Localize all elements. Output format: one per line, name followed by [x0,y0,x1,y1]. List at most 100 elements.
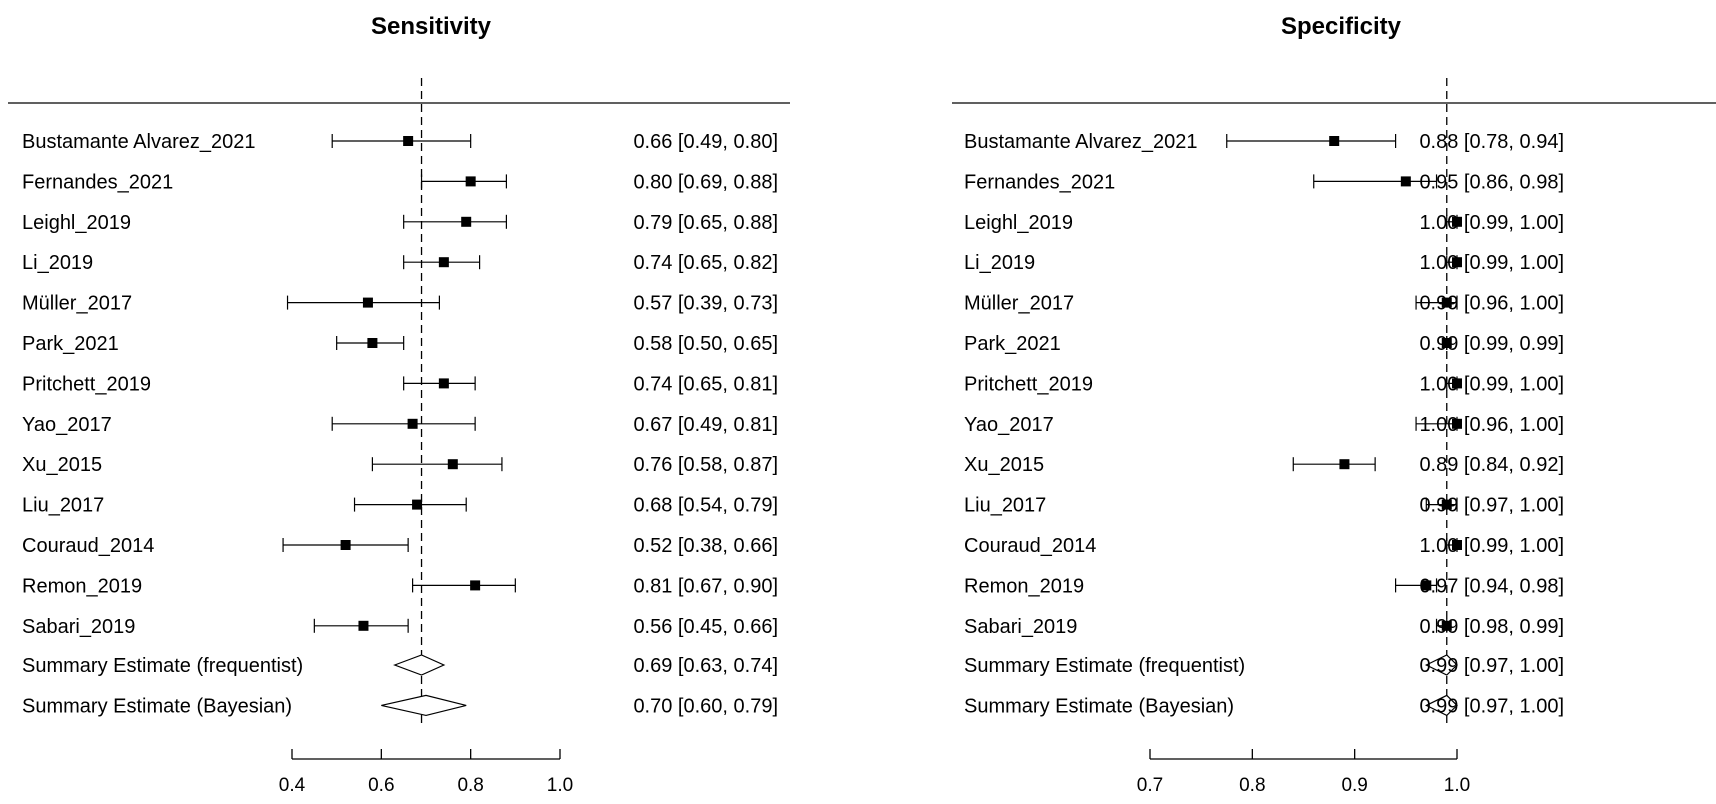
sensitivity-study-label: Bustamante Alvarez_2021 [22,131,256,153]
specificity-point-estimate [1441,499,1452,510]
specificity-point-estimate [1421,580,1432,591]
specificity-summary-label: Summary Estimate (Bayesian) [964,695,1234,717]
specificity-ci-text: 1.00 [0.99, 1.00] [1419,535,1564,557]
specificity-point-estimate [1400,176,1411,187]
specificity-ci-text: 0.99 [0.97, 1.00] [1419,655,1564,677]
sensitivity-study-label: Yao_2017 [22,414,112,436]
sensitivity-ci-text: 0.69 [0.63, 0.74] [633,655,778,677]
specificity-summary-diamond [1424,694,1458,717]
sensitivity-study-label: Fernandes_2021 [22,171,173,193]
specificity-x-tick-label: 0.7 [1137,775,1163,796]
specificity-point-estimate [1441,297,1452,308]
sensitivity-point-estimate [465,176,476,187]
specificity-study-label: Bustamante Alvarez_2021 [964,131,1198,153]
sensitivity-ci-text: 0.76 [0.58, 0.87] [633,454,778,476]
specificity-ci-text: 1.00 [0.99, 1.00] [1419,212,1564,234]
sensitivity-study-label: Leighl_2019 [22,212,131,234]
sensitivity-ci-text: 0.56 [0.45, 0.66] [633,616,778,638]
specificity-ci-text: 0.97 [0.94, 0.98] [1419,575,1564,597]
specificity-ci-text: 0.99 [0.97, 1.00] [1419,695,1564,717]
sensitivity-x-tick-label: 1.0 [547,775,573,796]
sensitivity-ci-text: 0.70 [0.60, 0.79] [633,695,778,717]
sensitivity-title: Sensitivity [371,13,492,40]
sensitivity-ci-text: 0.57 [0.39, 0.73] [633,293,778,315]
sensitivity-x-tick-label: 0.6 [368,775,394,796]
sensitivity-point-estimate [358,620,369,631]
sensitivity-point-estimate [362,297,373,308]
specificity-ci-text: 1.00 [0.99, 1.00] [1419,373,1564,395]
sensitivity-ci-text: 0.52 [0.38, 0.66] [633,535,778,557]
sensitivity-point-estimate [340,540,351,550]
sensitivity-point-estimate [367,338,378,348]
sensitivity-point-estimate [438,257,449,268]
specificity-point-estimate [1441,338,1452,348]
specificity-summary-diamond [1424,654,1458,676]
specificity-study-label: Xu_2015 [964,454,1044,476]
specificity-ci-text: 0.99 [0.98, 0.99] [1419,616,1564,638]
sensitivity-study-label: Couraud_2014 [22,535,154,557]
specificity-ci-text: 0.99 [0.96, 1.00] [1419,293,1564,315]
specificity-point-estimate [1441,620,1452,631]
specificity-study-label: Fernandes_2021 [964,171,1115,193]
specificity-ci-text: 0.95 [0.86, 0.98] [1419,171,1564,193]
sensitivity-ci-text: 0.74 [0.65, 0.82] [633,252,778,274]
sensitivity-ci-text: 0.67 [0.49, 0.81] [633,414,778,436]
specificity-point-estimate [1452,257,1462,268]
specificity-study-label: Leighl_2019 [964,212,1073,234]
specificity-x-tick-label: 0.8 [1239,775,1265,796]
sensitivity-point-estimate [447,459,458,470]
specificity-study-label: Yao_2017 [964,414,1054,436]
specificity-study-label: Sabari_2019 [964,616,1077,638]
specificity-x-tick-label: 1.0 [1444,775,1470,796]
specificity-point-estimate [1339,459,1350,470]
specificity-ci-text: 0.99 [0.97, 1.00] [1419,495,1564,517]
sensitivity-point-estimate [407,418,418,429]
sensitivity-study-label: Li_2019 [22,252,93,274]
sensitivity-ci-text: 0.68 [0.54, 0.79] [633,495,778,517]
specificity-study-label: Li_2019 [964,252,1035,274]
specificity-ci-text: 1.00 [0.96, 1.00] [1419,414,1564,436]
sensitivity-point-estimate [412,499,423,510]
sensitivity-study-label: Remon_2019 [22,575,142,597]
sensitivity-point-estimate [461,216,472,227]
sensitivity-study-label: Xu_2015 [22,454,102,476]
specificity-point-estimate [1452,540,1462,550]
sensitivity-x-tick-label: 0.8 [457,775,483,796]
specificity-ci-text: 1.00 [0.99, 1.00] [1419,252,1564,274]
specificity-point-estimate [1452,418,1462,429]
specificity-study-label: Pritchett_2019 [964,373,1093,395]
sensitivity-point-estimate [403,136,414,146]
sensitivity-point-estimate [438,378,449,389]
specificity-study-label: Park_2021 [964,333,1061,355]
sensitivity-ci-text: 0.74 [0.65, 0.81] [633,373,778,395]
sensitivity-summary-diamond [393,654,446,676]
specificity-study-label: Remon_2019 [964,575,1084,597]
specificity-ci-text: 0.99 [0.99, 0.99] [1419,333,1564,355]
specificity-x-tick-label: 0.9 [1341,775,1367,796]
sensitivity-x-tick-label: 0.4 [279,775,306,796]
sensitivity-ci-text: 0.80 [0.69, 0.88] [633,171,778,193]
specificity-ci-text: 0.89 [0.84, 0.92] [1419,454,1564,476]
sensitivity-study-label: Müller_2017 [22,293,132,315]
sensitivity-summary-label: Summary Estimate (frequentist) [22,655,303,677]
specificity-study-label: Müller_2017 [964,293,1074,315]
sensitivity-ci-text: 0.58 [0.50, 0.65] [633,333,778,355]
sensitivity-summary-diamond [381,694,467,717]
specificity-summary-label: Summary Estimate (frequentist) [964,655,1245,677]
specificity-study-label: Liu_2017 [964,495,1046,517]
sensitivity-ci-text: 0.81 [0.67, 0.90] [633,575,778,597]
specificity-point-estimate [1452,378,1462,389]
specificity-point-estimate [1452,216,1462,227]
sensitivity-study-label: Sabari_2019 [22,616,135,638]
specificity-point-estimate [1329,136,1340,146]
specificity-study-label: Couraud_2014 [964,535,1096,557]
sensitivity-study-label: Pritchett_2019 [22,373,151,395]
sensitivity-summary-label: Summary Estimate (Bayesian) [22,695,292,717]
sensitivity-study-label: Park_2021 [22,333,119,355]
sensitivity-study-label: Liu_2017 [22,495,104,517]
sensitivity-ci-text: 0.66 [0.49, 0.80] [633,131,778,153]
specificity-title: Specificity [1281,13,1402,40]
specificity-ci-text: 0.88 [0.78, 0.94] [1419,131,1564,153]
sensitivity-ci-text: 0.79 [0.65, 0.88] [633,212,778,234]
